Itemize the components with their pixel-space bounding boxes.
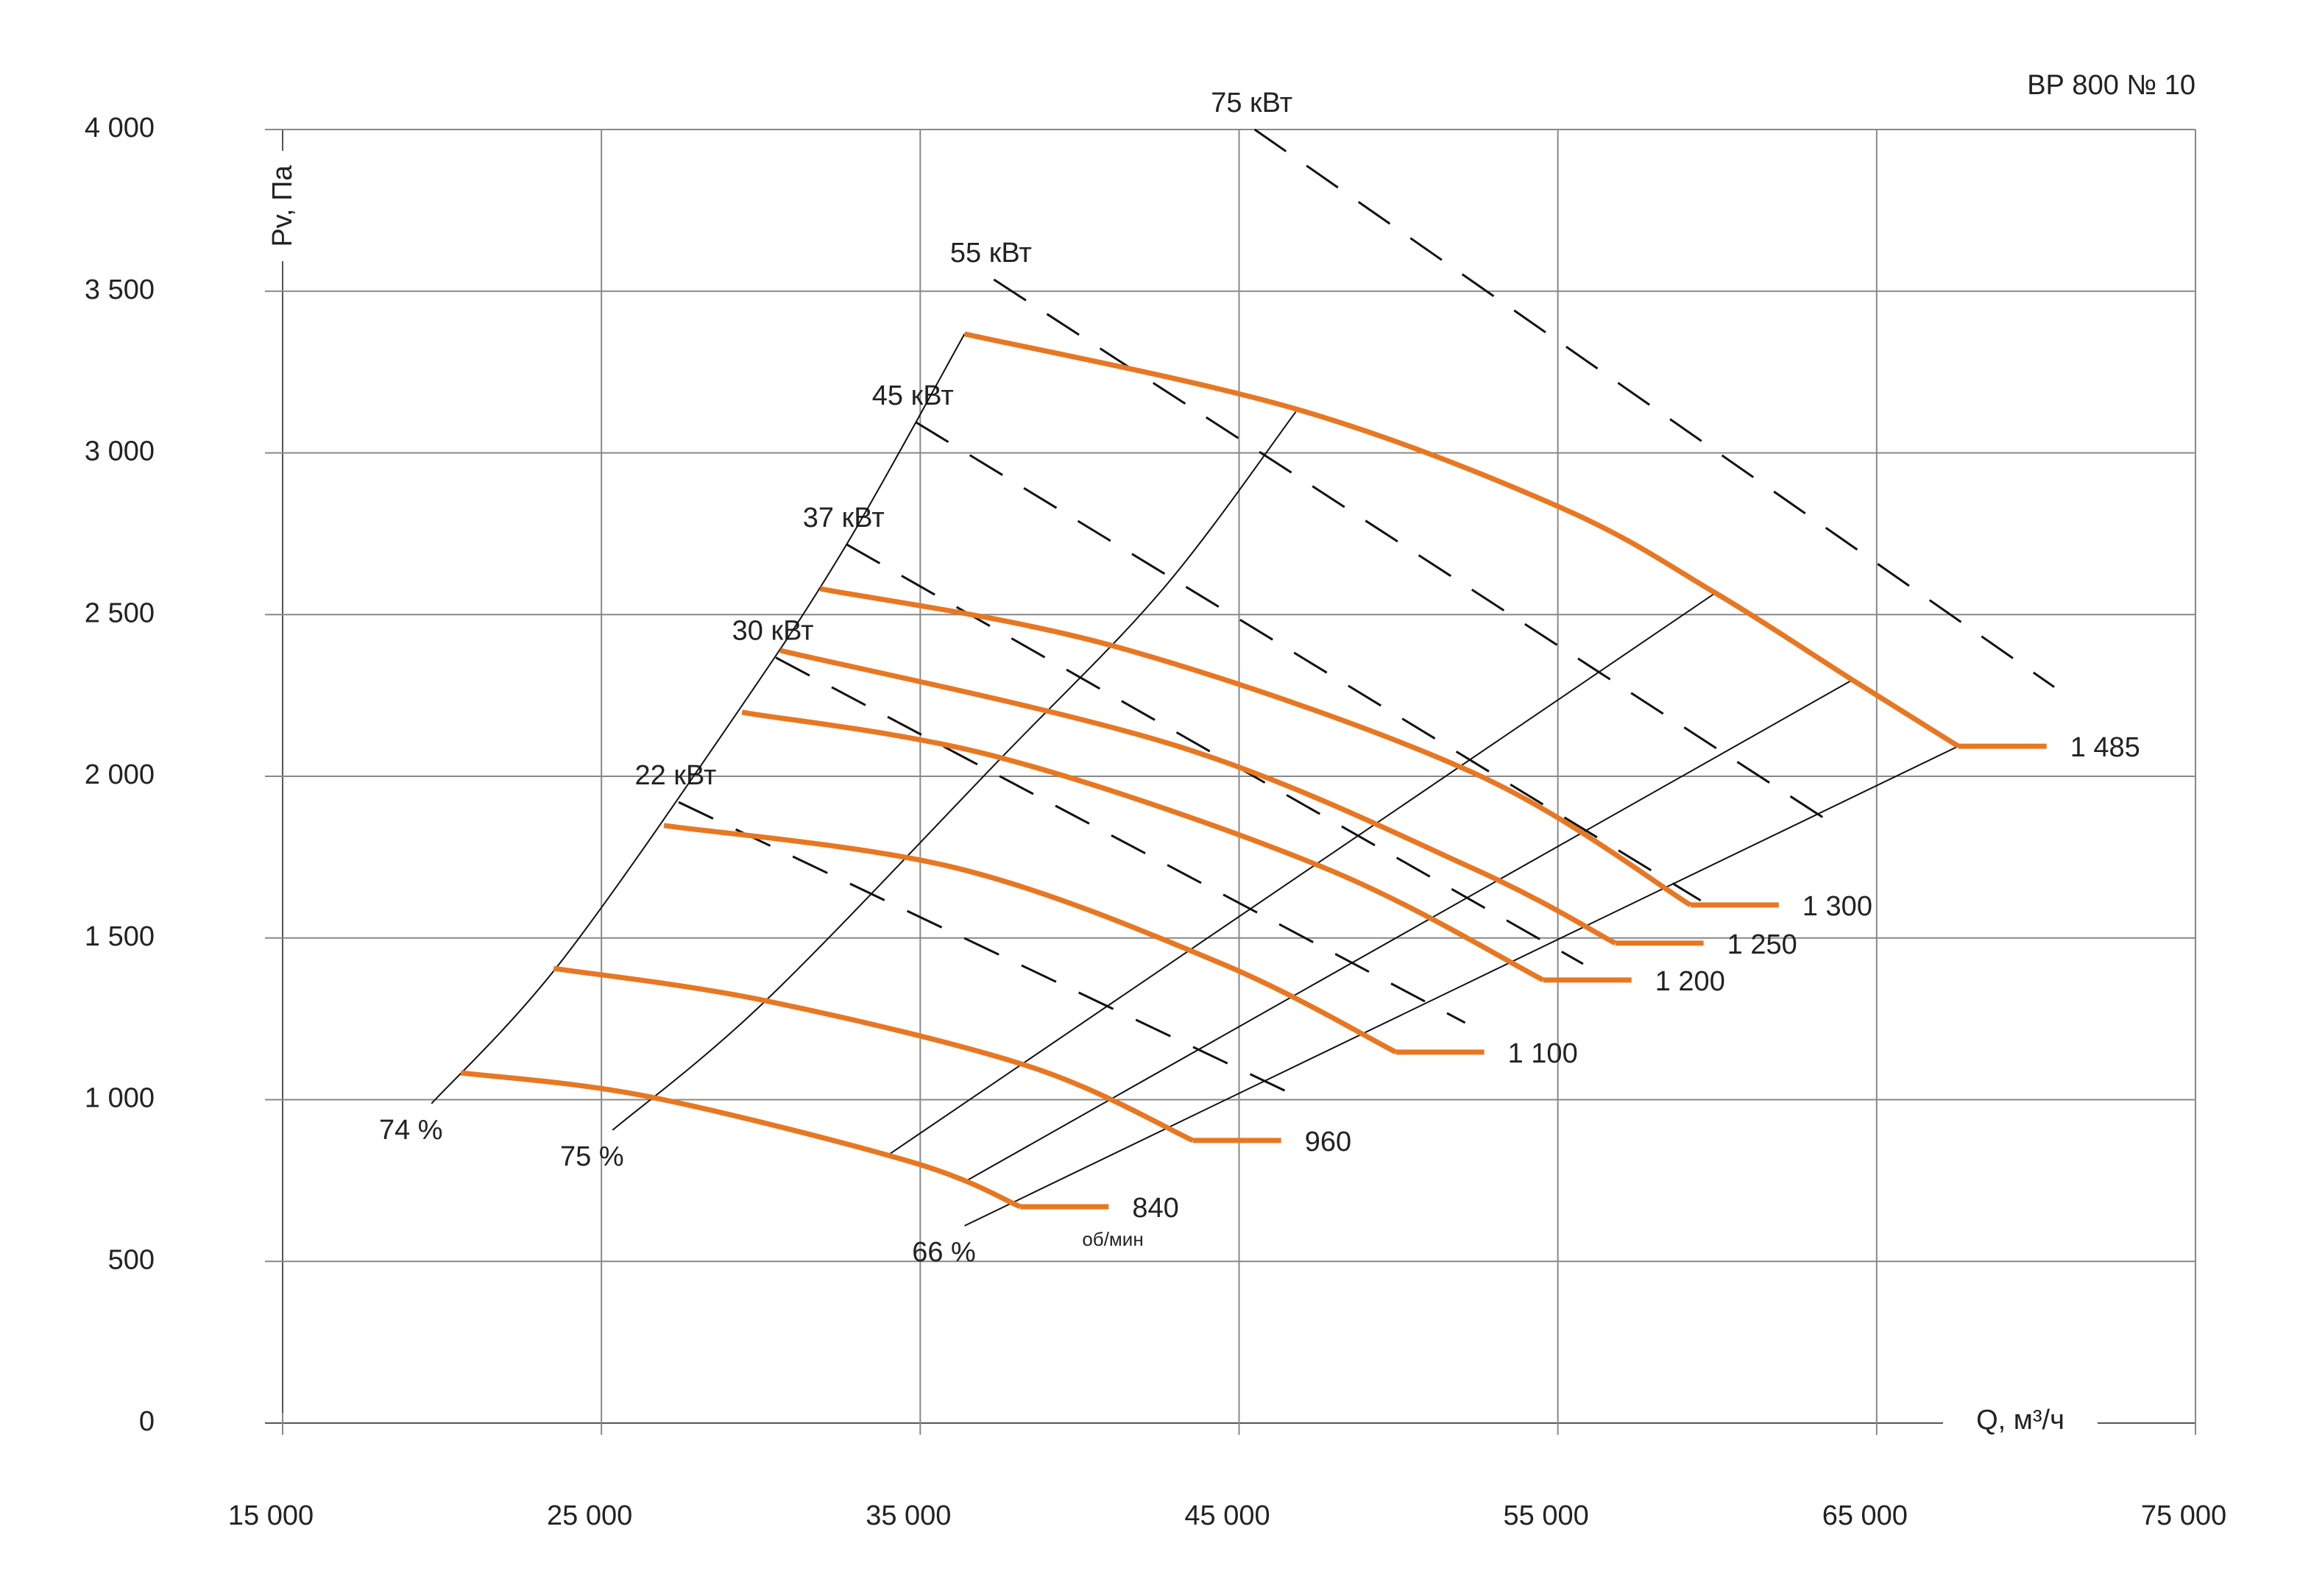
x-tick-label: 75 000: [2141, 1500, 2226, 1531]
y-tick-label: 1 000: [85, 1083, 155, 1114]
speed-curve: [553, 965, 1195, 1143]
efficiency-line: [887, 592, 1716, 1156]
x-axis-label: Q, м³/ч: [1976, 1405, 2064, 1436]
power-label: 30 кВт: [732, 616, 814, 647]
power-label: 75 кВт: [1211, 88, 1292, 118]
efficiency-line: [964, 745, 1959, 1227]
y-tick-label: 0: [139, 1406, 155, 1437]
chart-title: ВР 800 № 10: [2027, 70, 2195, 101]
efficiency-label: 66 %: [912, 1237, 976, 1268]
power-line: [915, 421, 1702, 902]
power-line: [1253, 128, 2055, 688]
power-label: 45 кВт: [872, 380, 954, 411]
y-tick-label: 4 000: [85, 113, 155, 143]
power-label: 37 кВт: [803, 503, 885, 533]
y-tick-label: 2 500: [85, 597, 155, 628]
rpm-label: 840: [1132, 1193, 1178, 1224]
efficiency-line: [964, 679, 1853, 1183]
y-tick-label: 2 000: [85, 759, 155, 790]
x-tick-label: 15 000: [228, 1500, 314, 1531]
y-tick-label: 1 500: [85, 921, 155, 952]
y-axis-label: Pv, Па: [267, 165, 298, 247]
efficiency-label: 75 %: [560, 1141, 624, 1172]
power-line: [846, 543, 1584, 965]
x-tick-label: 35 000: [866, 1500, 951, 1531]
x-tick-label: 45 000: [1184, 1500, 1270, 1531]
efficiency-line: [431, 333, 966, 1104]
speed-curve: [741, 709, 1545, 983]
y-tick-label: 3 500: [85, 274, 155, 305]
rpm-label: 1 485: [2070, 732, 2140, 763]
speed-curve: [460, 1070, 1022, 1210]
y-tick-label: 500: [108, 1244, 155, 1275]
speed-curve: [819, 586, 1692, 907]
speed-curve: [779, 648, 1617, 946]
x-tick-label: 25 000: [547, 1500, 632, 1531]
x-tick-label: 55 000: [1504, 1500, 1589, 1531]
efficiency-label: 74 %: [379, 1115, 443, 1146]
rpm-label: 1 250: [1727, 929, 1797, 960]
power-line: [775, 656, 1466, 1024]
x-tick-label: 65 000: [1822, 1500, 1908, 1531]
power-label: 55 кВт: [950, 238, 1032, 269]
rpm-label: 1 200: [1655, 966, 1725, 997]
speed-curve: [963, 331, 1960, 749]
y-tick-label: 3 000: [85, 436, 155, 467]
power-label: 22 кВт: [635, 760, 717, 791]
efficiency-line: [612, 411, 1297, 1131]
rpm-label: 1 100: [1508, 1038, 1578, 1069]
rpm-label: 960: [1305, 1127, 1351, 1157]
rpm-label: 1 300: [1802, 891, 1872, 922]
rpm-unit: об/мин: [1082, 1228, 1143, 1250]
speed-curve: [663, 823, 1398, 1055]
power-line: [993, 278, 1834, 826]
